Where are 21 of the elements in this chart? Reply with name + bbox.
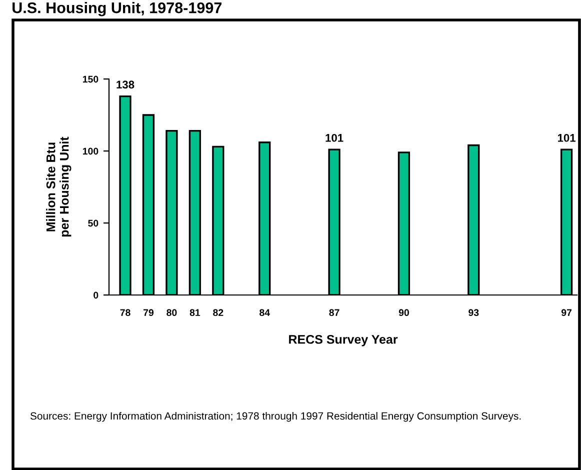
x-tick-label: 84 (260, 309, 270, 316)
x-tick-label: 90 (398, 309, 409, 316)
x-tick-label: 93 (468, 309, 479, 316)
y-tick-label: 50 (88, 220, 98, 227)
x-tick-label: 97 (561, 309, 572, 316)
y-tick-label: 150 (82, 76, 98, 83)
x-tick-label: 81 (190, 309, 200, 316)
y-axis-title: Million Site Btu per Housing Unit (46, 136, 72, 237)
chart-title: U.S. Housing Unit, 1978-1997 (12, 2, 222, 16)
y-tick-label: 0 (94, 292, 98, 299)
y-tick-label: 100 (82, 148, 98, 155)
x-tick-label: 78 (120, 309, 130, 316)
data-label: 138 (116, 80, 134, 89)
x-axis-title: RECS Survey Year (289, 334, 398, 346)
data-label: 101 (558, 134, 576, 142)
source-note: Sources: Energy Information Administration; 1978 through 1997 Residential Energy Consumption Surveys. (30, 412, 521, 422)
x-tick-label: 87 (329, 309, 340, 316)
x-tick-label: 79 (143, 309, 154, 316)
x-tick-label: 82 (213, 309, 224, 316)
x-tick-label: 80 (166, 309, 177, 316)
data-label: 101 (326, 134, 344, 142)
